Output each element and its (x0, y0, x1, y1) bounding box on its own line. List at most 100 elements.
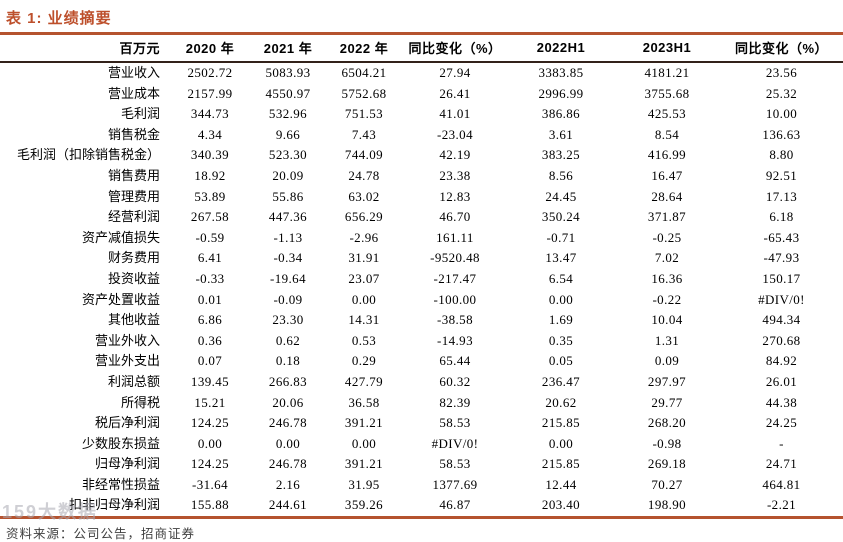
row-label: 管理费用 (107, 188, 160, 204)
cell-value: 340.39 (190, 147, 230, 163)
cell-value: 23.07 (348, 270, 380, 286)
table-row: 管理费用 53.89 55.86 63.02 12.83 24.45 28.64 17.13 (0, 187, 843, 208)
cell-value: 5083.93 (265, 65, 311, 80)
table-row: 销售税金 4.34 9.66 7.43 -23.04 3.61 8.54 136.63 (0, 125, 843, 146)
cell-value: 391.21 (344, 456, 384, 472)
cell-value: 36.58 (348, 394, 380, 410)
performance-summary-table: 百万元 2020 年 2021 年 2022 年 同比变化（%） 2022H1 … (0, 35, 843, 520)
cell-value: 20.06 (272, 394, 304, 410)
cell-value: 155.88 (190, 497, 230, 513)
cell-value: 0.00 (548, 291, 574, 307)
cell-value: 270.68 (762, 332, 801, 348)
cell-value: 10.04 (651, 312, 683, 328)
row-label: 税后净利润 (94, 415, 160, 431)
cell-value: 60.32 (439, 373, 471, 389)
header-2023h1: 2023H1 (614, 35, 720, 63)
cell-value: 6.18 (769, 209, 794, 225)
cell-value: 124.25 (190, 415, 230, 431)
cell-value: 371.87 (647, 209, 687, 225)
cell-value: 14.31 (348, 312, 380, 328)
cell-value: 18.92 (194, 167, 226, 183)
cell-value: 744.09 (344, 147, 384, 163)
cell-value: 46.87 (439, 497, 471, 513)
cell-value: 0.05 (548, 353, 574, 369)
cell-value: 42.19 (439, 147, 471, 163)
cell-value: 0.00 (351, 435, 377, 451)
cell-value: 4.34 (197, 126, 223, 142)
cell-value: 4550.97 (265, 85, 311, 101)
cell-value: 3383.85 (538, 65, 584, 80)
cell-value: 8.56 (548, 167, 574, 183)
table-header: 百万元 2020 年 2021 年 2022 年 同比变化（%） 2022H1 … (0, 35, 843, 63)
row-label: 其他收益 (107, 312, 160, 328)
cell-value: 27.94 (439, 65, 471, 80)
row-label: 营业外支出 (94, 353, 160, 369)
cell-value: 92.51 (765, 167, 798, 183)
cell-value: -65.43 (763, 229, 800, 245)
cell-value: 46.70 (439, 209, 471, 225)
table-row: 财务费用 6.41 -0.34 31.91 -9520.48 13.47 7.02 -47.9… (0, 248, 843, 269)
header-2022: 2022 年 (326, 35, 402, 63)
cell-value: 6504.21 (341, 65, 387, 80)
cell-value: 246.78 (268, 415, 308, 431)
row-label: 毛利润（扣除销售税金） (16, 147, 160, 163)
cell-value: 2996.99 (538, 85, 584, 101)
cell-value: -217.47 (433, 270, 477, 286)
table-title: 表 1: 业绩摘要 (6, 10, 112, 27)
cell-value: 656.29 (344, 209, 384, 225)
row-label: 经营利润 (107, 209, 160, 225)
cell-value: 5752.68 (341, 85, 387, 101)
cell-value: 246.78 (268, 456, 308, 472)
cell-value: -0.34 (273, 250, 303, 266)
cell-value: 41.01 (439, 106, 471, 122)
cell-value: 383.25 (541, 147, 581, 163)
cell-value: 494.34 (762, 312, 801, 328)
cell-value: 359.26 (344, 497, 384, 513)
cell-value: -23.04 (437, 126, 473, 142)
row-label: 营业外收入 (94, 332, 160, 348)
row-label: 少数股东损益 (81, 435, 160, 451)
cell-value: 7.02 (654, 250, 680, 266)
cell-value: - (779, 435, 784, 451)
cell-value: 391.21 (344, 415, 384, 431)
cell-value: 150.17 (762, 270, 801, 286)
table-body: 营业收入 2502.72 5083.93 6504.21 27.94 3383.85 418… (0, 62, 843, 518)
cell-value: 0.18 (275, 353, 301, 369)
header-row: 百万元 2020 年 2021 年 2022 年 同比变化（%） 2022H1 … (0, 35, 843, 63)
cell-value: 203.40 (541, 497, 581, 513)
cell-value: 55.86 (272, 188, 304, 204)
cell-value: -0.71 (546, 229, 576, 245)
cell-value: 0.00 (548, 435, 574, 451)
cell-value: 350.24 (541, 209, 581, 225)
table-row: 营业成本 2157.99 4550.97 5752.68 26.41 2996.99 375… (0, 84, 843, 105)
table-row: 扣非归母净利润 155.88 244.61 359.26 46.87 203.40 198.… (0, 495, 843, 517)
cell-value: 53.89 (194, 188, 226, 204)
header-2020: 2020 年 (170, 35, 250, 63)
cell-value: -14.93 (437, 332, 473, 348)
cell-value: 20.62 (545, 394, 577, 410)
table-row: 归母净利润 124.25 246.78 391.21 58.53 215.85 269.18… (0, 454, 843, 475)
header-yoy-annual: 同比变化（%） (402, 35, 508, 63)
table-row: 其他收益 6.86 23.30 14.31 -38.58 1.69 10.04 494.34 (0, 310, 843, 331)
cell-value: 215.85 (541, 456, 581, 472)
cell-value: -2.96 (349, 229, 379, 245)
cell-value: 24.71 (765, 456, 798, 472)
cell-value: 1377.69 (432, 476, 478, 492)
cell-value: 0.29 (351, 353, 377, 369)
cell-value: 24.25 (765, 415, 798, 431)
row-label: 营业成本 (107, 85, 160, 101)
cell-value: 523.30 (268, 147, 308, 163)
cell-value: 136.63 (762, 126, 801, 142)
cell-value: 139.45 (190, 373, 230, 389)
cell-value: 427.79 (344, 373, 384, 389)
cell-value: 29.77 (651, 394, 683, 410)
cell-value: -19.64 (270, 270, 306, 286)
cell-value: 1.31 (654, 332, 680, 348)
table-row: 营业收入 2502.72 5083.93 6504.21 27.94 3383.85 418… (0, 62, 843, 84)
cell-value: 65.44 (439, 353, 471, 369)
cell-value: 236.47 (541, 373, 581, 389)
cell-value: 425.53 (647, 106, 687, 122)
cell-value: 6.41 (197, 250, 223, 266)
cell-value: 198.90 (647, 497, 687, 513)
cell-value: 532.96 (268, 106, 308, 122)
